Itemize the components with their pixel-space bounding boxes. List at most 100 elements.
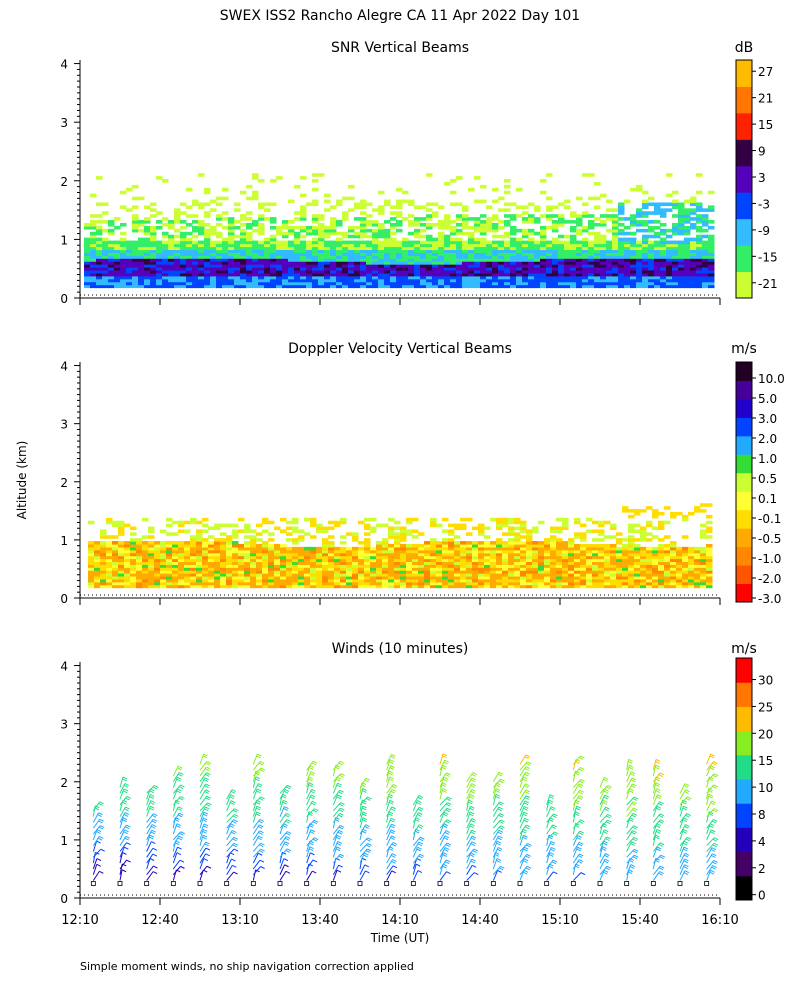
heat-cell (250, 581, 257, 586)
heat-cell (496, 584, 503, 589)
heat-cell (262, 517, 269, 522)
heat-cell (240, 246, 247, 251)
heat-cell (502, 573, 509, 577)
heat-cell (414, 284, 421, 289)
heat-cell (508, 573, 515, 577)
heat-cell (130, 573, 137, 577)
heat-cell (172, 552, 179, 557)
heat-cell (390, 205, 397, 210)
heat-cell (264, 217, 271, 221)
colorbar-tick-label: 2.0 (758, 432, 777, 446)
heat-cell (616, 581, 623, 586)
heat-cell (690, 249, 697, 253)
heat-cell (154, 561, 161, 565)
heat-cell (408, 222, 415, 227)
heat-cell (264, 278, 271, 283)
heat-cell (156, 176, 163, 180)
wind-barb (306, 782, 310, 794)
wind-barb-flag (126, 824, 131, 828)
heat-cell (106, 520, 113, 525)
heat-cell (522, 264, 529, 268)
heat-cell (286, 575, 293, 580)
heat-cell (652, 511, 659, 516)
wind-barb (119, 776, 124, 788)
heat-cell (564, 284, 571, 289)
heat-cell (522, 258, 529, 262)
heat-cell (514, 546, 521, 551)
profile-marker (197, 881, 203, 886)
heat-cell (198, 264, 205, 268)
heat-cell (532, 575, 539, 580)
heat-cell (232, 567, 239, 571)
heat-cell (454, 567, 461, 571)
heat-cell (498, 261, 505, 265)
heat-cell (624, 231, 631, 236)
heat-cell (438, 264, 445, 268)
wind-barb-flag (205, 762, 210, 766)
heat-cell (160, 555, 167, 560)
heat-cell (700, 575, 707, 580)
heat-cell (330, 284, 337, 289)
heat-cell (136, 543, 143, 548)
heat-cell (180, 234, 187, 239)
heat-cell (124, 581, 131, 586)
heat-cell (442, 543, 449, 548)
heat-cell (112, 549, 119, 554)
heat-cell (150, 202, 157, 207)
heat-cell (316, 570, 323, 574)
heat-cell (520, 567, 527, 571)
heat-cell (430, 549, 437, 554)
heat-cell (132, 269, 139, 274)
heat-cell (280, 578, 287, 583)
heat-cell (124, 523, 131, 528)
heat-cell (432, 264, 439, 268)
heat-cell (396, 220, 403, 224)
heat-cell (694, 555, 701, 560)
heat-cell (292, 526, 299, 531)
heat-cell (372, 278, 379, 283)
heat-cell (624, 225, 631, 230)
wind-barb-flag (179, 859, 185, 863)
heat-cell (270, 264, 277, 268)
heat-cell (582, 255, 589, 259)
heat-cell (598, 552, 605, 557)
heat-cell (268, 555, 275, 560)
heat-cell (334, 578, 341, 583)
heat-cell (546, 249, 553, 253)
heat-cell (172, 573, 179, 577)
heat-cell (174, 272, 181, 277)
heat-cell (238, 584, 245, 589)
heat-cell (372, 249, 379, 253)
heat-cell (144, 205, 151, 210)
heat-cell (252, 222, 259, 227)
heat-cell (520, 535, 527, 539)
heat-cell (558, 272, 565, 277)
heat-cell (504, 202, 511, 207)
heat-cell (330, 258, 337, 262)
heat-cell (618, 202, 625, 207)
heat-cell (282, 266, 289, 271)
heat-cell (400, 552, 407, 557)
heat-cell (282, 234, 289, 239)
heat-cell (588, 240, 595, 245)
heat-cell (288, 264, 295, 268)
heat-cell (180, 281, 187, 286)
heat-cell (510, 243, 517, 248)
heat-cell (594, 249, 601, 253)
heat-cell (90, 252, 97, 256)
heat-cell (528, 266, 535, 271)
heat-cell (108, 284, 115, 289)
heat-cell (394, 552, 401, 557)
heat-cell (312, 264, 319, 268)
heat-cell (88, 543, 95, 548)
wind-barb-flag (151, 841, 156, 844)
heat-cell (270, 240, 277, 245)
heat-cell (324, 261, 331, 265)
heat-cell (246, 184, 253, 189)
heat-cell (448, 523, 455, 528)
heat-cell (612, 255, 619, 259)
heat-cell (450, 281, 457, 286)
heat-cell (270, 243, 277, 248)
heat-cell (432, 255, 439, 259)
heat-cell (366, 272, 373, 277)
